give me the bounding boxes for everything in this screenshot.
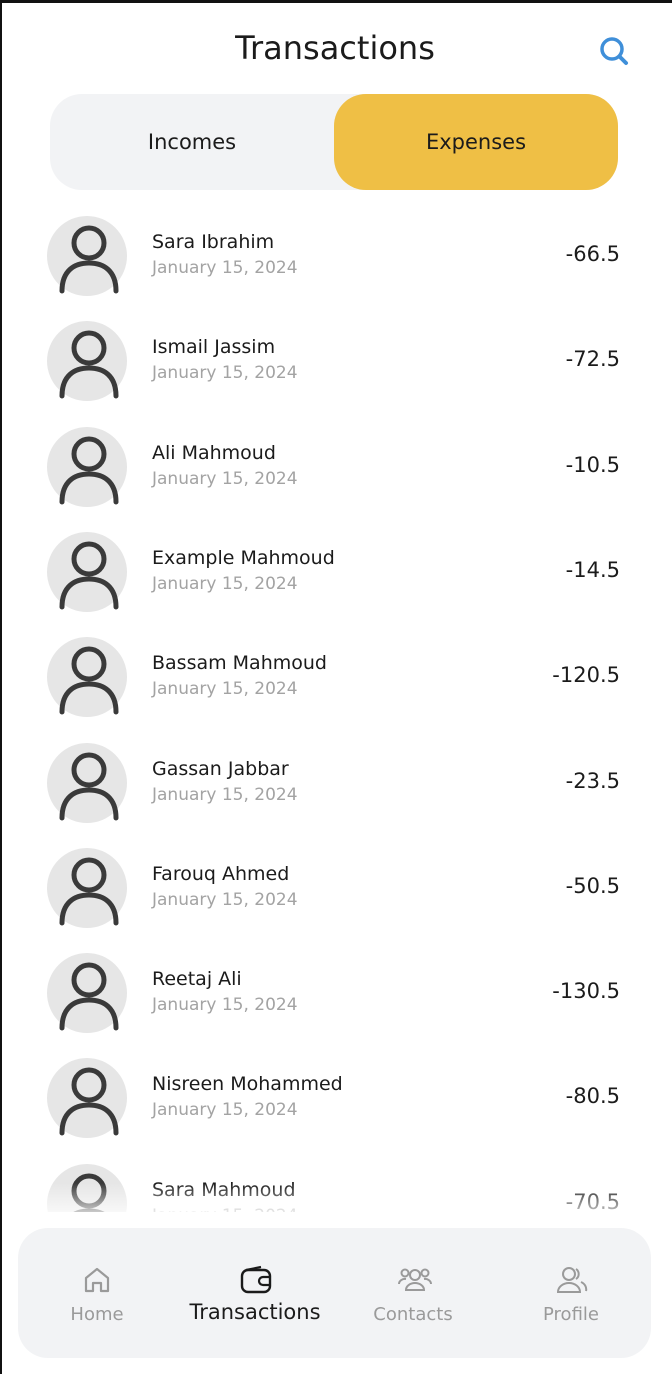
transaction-row[interactable]: Reetaj Ali January 15, 2024 -130.5 xyxy=(2,952,672,1057)
transaction-date: January 15, 2024 xyxy=(152,1100,298,1121)
contact-name: Ali Mahmoud xyxy=(152,441,276,464)
transaction-row[interactable]: Ismail Jassim January 15, 2024 -72.5 xyxy=(2,320,672,425)
contact-name: Sara Ibrahim xyxy=(152,231,275,253)
transaction-row[interactable]: Nisreen Mohammed January 15, 2024 -80.5 xyxy=(2,1057,672,1162)
contact-name: Ismail Jassim xyxy=(152,336,276,359)
contact-name: Bassam Mahmoud xyxy=(152,652,327,675)
nav-contacts[interactable]: Contacts xyxy=(334,1228,492,1358)
transaction-row[interactable]: Gassan Jabbar January 15, 2024 -23.5 xyxy=(2,742,672,847)
tab-incomes[interactable]: Incomes xyxy=(147,130,237,154)
avatar xyxy=(47,426,127,507)
avatar xyxy=(47,321,127,402)
tab-bar: Incomes Expenses xyxy=(50,94,618,190)
transaction-row[interactable]: Bassam Mahmoud January 15, 2024 -120.5 xyxy=(2,636,672,741)
transaction-date: January 15, 2024 xyxy=(152,995,298,1016)
wallet-icon xyxy=(240,1265,272,1294)
transaction-list: Sara Ibrahim January 15, 2024 -66.5 Ismail … xyxy=(2,203,672,1223)
avatar xyxy=(47,742,127,823)
transaction-amount: -120.5 xyxy=(552,663,620,688)
avatar xyxy=(47,216,127,296)
nav-label: Home xyxy=(70,1304,124,1325)
avatar xyxy=(47,637,127,718)
transaction-amount: -14.5 xyxy=(565,557,620,582)
contact-name: Nisreen Mohammed xyxy=(152,1073,343,1096)
transaction-amount: -80.5 xyxy=(565,1084,620,1109)
transaction-date: January 15, 2024 xyxy=(152,784,298,805)
transaction-amount: -50.5 xyxy=(565,873,620,898)
transaction-amount: -72.5 xyxy=(565,347,620,372)
transaction-row[interactable]: Example Mahmoud January 15, 2024 -14.5 xyxy=(2,531,672,636)
nav-label: Contacts xyxy=(373,1304,453,1325)
transaction-row[interactable]: Sara Ibrahim January 15, 2024 -66.5 xyxy=(2,215,672,320)
transaction-date: January 15, 2024 xyxy=(152,679,298,700)
nav-profile[interactable]: Profile xyxy=(492,1228,650,1358)
contacts-icon xyxy=(397,1268,433,1291)
contact-name: Reetaj Ali xyxy=(152,968,242,991)
transaction-amount: -10.5 xyxy=(565,452,620,477)
transaction-amount: -23.5 xyxy=(565,768,620,793)
avatar xyxy=(47,847,127,928)
profile-icon xyxy=(556,1267,588,1293)
nav-label: Profile xyxy=(543,1304,599,1325)
transaction-date: January 15, 2024 xyxy=(152,363,298,384)
search-button[interactable] xyxy=(598,35,630,67)
home-icon xyxy=(84,1267,110,1293)
avatar xyxy=(47,953,127,1034)
contact-name: Farouq Ahmed xyxy=(152,862,290,885)
transaction-date: January 15, 2024 xyxy=(152,258,298,278)
transaction-date: January 15, 2024 xyxy=(152,573,298,594)
transaction-date: January 15, 2024 xyxy=(152,889,298,910)
transaction-row[interactable]: Ali Mahmoud January 15, 2024 -10.5 xyxy=(2,426,672,531)
avatar xyxy=(47,1058,127,1139)
tab-expenses[interactable]: Expenses xyxy=(334,94,618,190)
avatar xyxy=(47,531,127,612)
bottom-nav: Home Transactions Contacts Profile xyxy=(18,1228,651,1358)
contact-name: Gassan Jabbar xyxy=(152,757,289,780)
transaction-amount: -66.5 xyxy=(565,242,620,266)
nav-home[interactable]: Home xyxy=(18,1228,176,1358)
transaction-date: January 15, 2024 xyxy=(152,468,298,489)
nav-transactions[interactable]: Transactions xyxy=(176,1228,334,1358)
nav-label: Transactions xyxy=(189,1300,321,1324)
contact-name: Example Mahmoud xyxy=(152,546,335,569)
page-title: Transactions xyxy=(235,29,435,67)
transaction-amount: -130.5 xyxy=(552,979,620,1004)
transaction-row[interactable]: Farouq Ahmed January 15, 2024 -50.5 xyxy=(2,847,672,952)
